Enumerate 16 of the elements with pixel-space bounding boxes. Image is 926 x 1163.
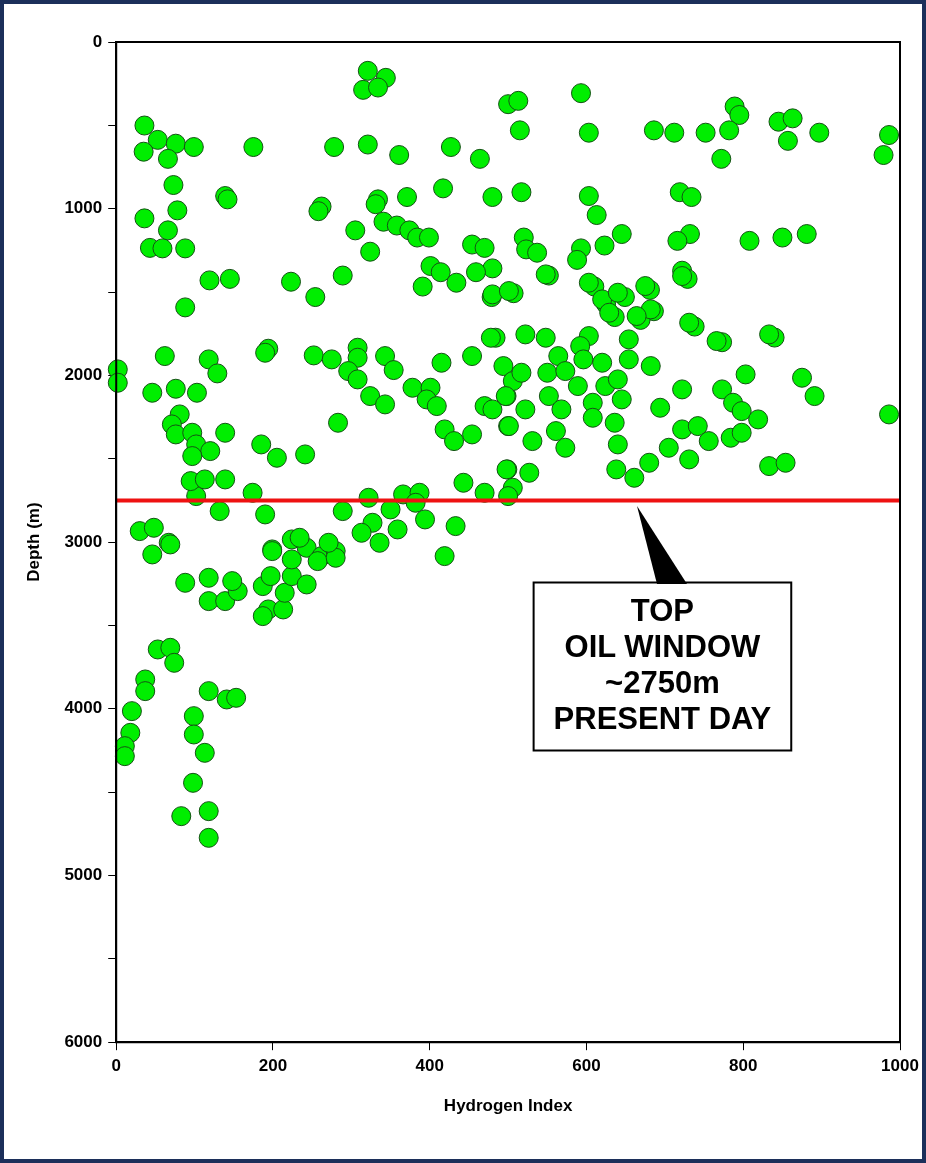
y-axis-title: Depth (m) — [23, 502, 43, 582]
x-tick-label: 1000 — [881, 1056, 919, 1076]
y-tick-label: 0 — [92, 31, 103, 51]
y-tick-label: 5000 — [64, 865, 103, 885]
y-tick-label: 3000 — [64, 531, 103, 551]
x-tick-label: 600 — [572, 1056, 601, 1076]
y-tick-label: 2000 — [64, 365, 103, 385]
x-tick-label: 0 — [111, 1056, 121, 1076]
x-axis-title: Hydrogen Index — [443, 1096, 573, 1116]
y-tick-label: 1000 — [64, 198, 103, 218]
x-tick-label: 400 — [415, 1056, 444, 1076]
x-tick-label: 200 — [258, 1056, 288, 1076]
y-tick-label: 4000 — [64, 698, 103, 718]
y-tick-label: 6000 — [64, 1031, 103, 1051]
x-tick-label: 800 — [729, 1056, 758, 1076]
annotation: TOP OIL WINDOW ~2750m PRESENT DAY — [553, 592, 772, 736]
